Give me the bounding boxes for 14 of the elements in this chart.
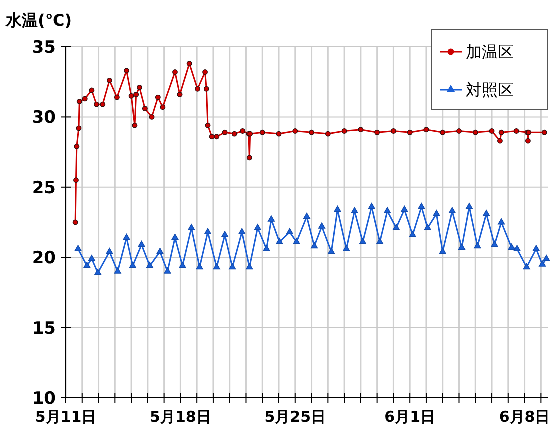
- legend-label: 加温区: [466, 42, 514, 62]
- x-tick-label: 6月1日: [384, 408, 436, 426]
- y-tick-label: 20: [32, 248, 56, 269]
- y-tick-label: 35: [32, 38, 56, 58]
- y-tick-label: 15: [32, 318, 56, 339]
- x-tick-label: 5月18日: [150, 408, 212, 426]
- y-tick-label: 25: [32, 178, 56, 198]
- legend-label: 対照区: [466, 80, 514, 100]
- y-tick-label: 30: [32, 108, 56, 128]
- y-tick-label: 10: [32, 388, 56, 409]
- x-tick-label: 6月8日: [499, 408, 550, 426]
- x-tick-label: 5月11日: [35, 408, 97, 426]
- y-axis-title: 水温(℃): [5, 11, 72, 30]
- x-tick-label: 5月25日: [264, 408, 326, 426]
